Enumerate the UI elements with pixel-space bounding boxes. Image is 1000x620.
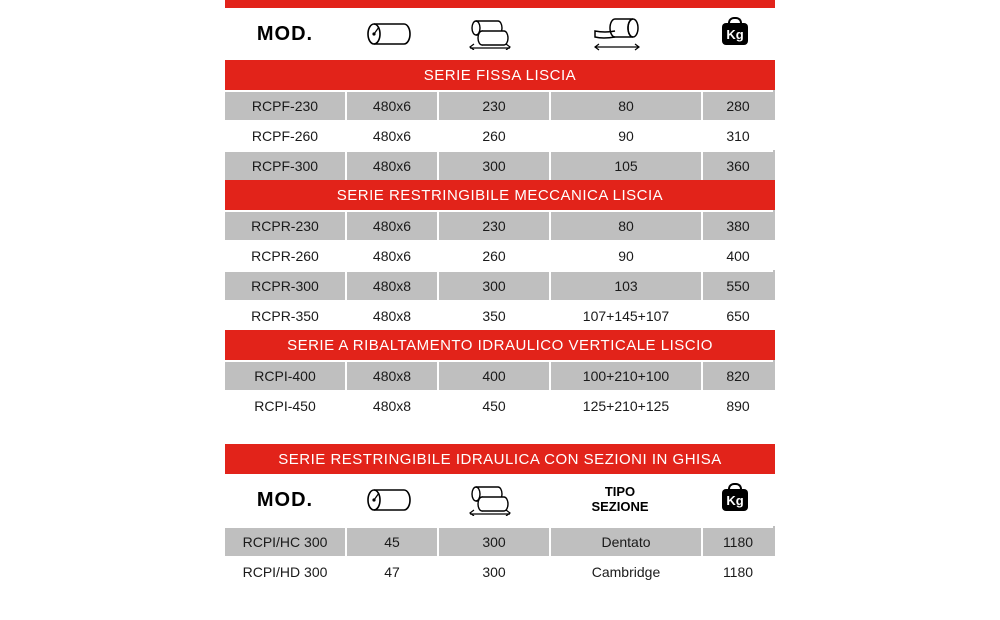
cell-diameter: 480x6 [347,150,437,180]
cell-width: 260 [439,240,549,270]
cell-mod: RCPI/HD 300 [225,556,345,586]
cell-section: 107+145+107 [551,300,701,330]
table2-header-row: MOD. TIPO SEZIONE [225,474,775,526]
cell-width: 300 [439,526,549,556]
weight-kg-icon: Kg [722,489,748,511]
cell-width: 350 [439,300,549,330]
cell-mod: RCPF-230 [225,90,345,120]
cell-weight: 380 [703,210,773,240]
cell-diameter: 480x8 [347,270,437,300]
cell-mod: RCPR-300 [225,270,345,300]
cell-diameter: 480x6 [347,90,437,120]
tipo-sezione-label: TIPO SEZIONE [591,485,648,515]
cell-mod: RCPI-400 [225,360,345,390]
cell-weight: 280 [703,90,773,120]
cell-diameter: 480x8 [347,300,437,330]
table2-body: RCPI/HC 30045300Dentato1180RCPI/HD 30047… [225,526,775,586]
table1-header-row: MOD. [225,8,775,60]
cell-section: 80 [551,90,701,120]
table-row: RCPR-350480x8350107+145+107650 [225,300,775,330]
section-title: SERIE FISSA LISCIA [225,60,775,90]
cell-section: Cambridge [551,556,701,586]
cell-weight: 1180 [703,556,773,586]
table-row: RCPF-260480x626090310 [225,120,775,150]
col-header-width [435,474,545,526]
section-title: SERIE A RIBALTAMENTO IDRAULICO VERTICALE… [225,330,775,360]
cell-section: 103 [551,270,701,300]
col-header-weight: Kg [695,474,775,526]
cell-mod: RCPF-260 [225,120,345,150]
table-row: RCPI/HC 30045300Dentato1180 [225,526,775,556]
cell-width: 230 [439,90,549,120]
mod-label: MOD. [257,23,313,46]
cell-width: 300 [439,150,549,180]
double-roller-width-icon [460,484,520,516]
cell-mod: RCPI-450 [225,390,345,420]
cell-weight: 310 [703,120,773,150]
cell-section: 80 [551,210,701,240]
cell-section: 125+210+125 [551,390,701,420]
col-header-diameter [345,474,435,526]
cell-width: 260 [439,120,549,150]
col-header-diameter [345,8,435,60]
cell-width: 400 [439,360,549,390]
cell-mod: RCPI/HC 300 [225,526,345,556]
cell-diameter: 480x8 [347,390,437,420]
table-gap [225,420,775,444]
table-row: RCPF-230480x623080280 [225,90,775,120]
cell-mod: RCPR-230 [225,210,345,240]
weight-kg-icon: Kg [722,23,748,45]
table-row: RCPR-300480x8300103550 [225,270,775,300]
mod-label: MOD. [257,489,313,512]
cylinder-diameter-icon [364,20,416,48]
cell-diameter: 480x6 [347,120,437,150]
cylinder-diameter-icon [364,486,416,514]
cell-diameter: 45 [347,526,437,556]
col-header-weight: Kg [695,8,775,60]
cell-width: 300 [439,270,549,300]
table-row: RCPI-400480x8400100+210+100820 [225,360,775,390]
spec-tables: MOD. [225,0,775,586]
table2-section-title: SERIE RESTRINGIBILE IDRAULICA CON SEZION… [225,444,775,474]
kg-text: Kg [726,493,743,508]
col-header-roll-width [545,8,695,60]
roll-width-icon [585,17,655,51]
table-row: RCPI-450480x8450125+210+125890 [225,390,775,420]
cell-weight: 1180 [703,526,773,556]
table-row: RCPI/HD 30047300Cambridge1180 [225,556,775,586]
cell-weight: 820 [703,360,773,390]
cell-width: 230 [439,210,549,240]
cell-diameter: 47 [347,556,437,586]
cell-width: 450 [439,390,549,420]
col-header-mod: MOD. [225,8,345,60]
cell-weight: 400 [703,240,773,270]
cell-section: 90 [551,120,701,150]
kg-text: Kg [726,27,743,42]
cell-weight: 550 [703,270,773,300]
table-row: RCPR-230480x623080380 [225,210,775,240]
col-header-mod: MOD. [225,474,345,526]
cell-weight: 360 [703,150,773,180]
cell-weight: 890 [703,390,773,420]
double-roller-width-icon [460,18,520,50]
cell-mod: RCPR-350 [225,300,345,330]
col-header-tipo-sezione: TIPO SEZIONE [545,474,695,526]
cell-section: 100+210+100 [551,360,701,390]
cell-diameter: 480x8 [347,360,437,390]
table-row: RCPF-300480x6300105360 [225,150,775,180]
cell-diameter: 480x6 [347,210,437,240]
table-row: RCPR-260480x626090400 [225,240,775,270]
cell-width: 300 [439,556,549,586]
table1-body: SERIE FISSA LISCIARCPF-230480x623080280R… [225,60,775,420]
cell-section: 90 [551,240,701,270]
cell-section: Dentato [551,526,701,556]
top-red-bar [225,0,775,8]
col-header-width [435,8,545,60]
cell-section: 105 [551,150,701,180]
cell-diameter: 480x6 [347,240,437,270]
cell-mod: RCPR-260 [225,240,345,270]
cell-mod: RCPF-300 [225,150,345,180]
section-title: SERIE RESTRINGIBILE MECCANICA LISCIA [225,180,775,210]
cell-weight: 650 [703,300,773,330]
